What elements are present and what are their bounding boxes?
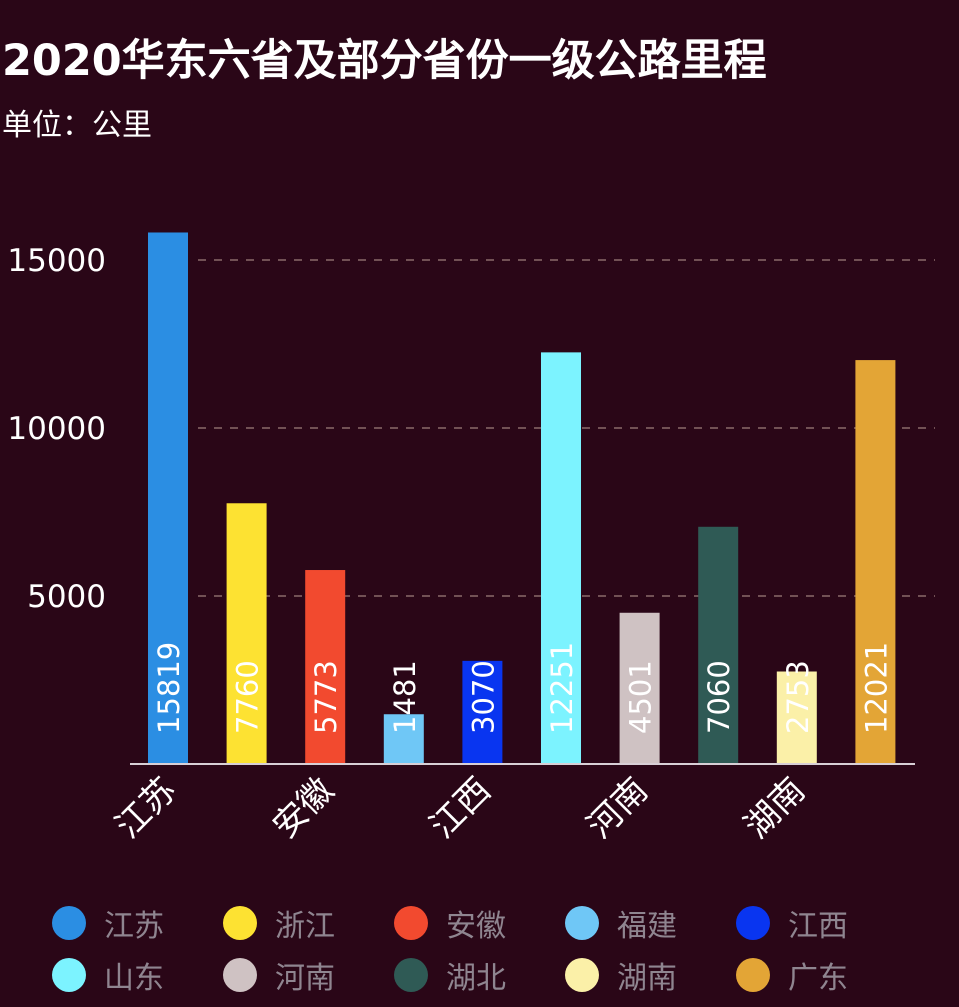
legend-swatch [223,906,257,940]
legend-label: 江西 [788,909,848,944]
chart-title: 2020华东六省及部分省份一级公路里程 [2,36,767,86]
data-label: 3070 [466,660,500,734]
x-tick-label: 江西 [422,770,498,846]
y-tick-label: 10000 [7,411,106,447]
legend-item[interactable]: 山东 [40,953,211,997]
legend-label: 江苏 [104,909,164,944]
legend-item[interactable]: 广东 [724,953,895,997]
x-tick-label: 河南 [580,770,656,846]
legend-label: 浙江 [275,909,335,944]
bar [776,671,817,764]
legend-item[interactable]: 河南 [211,953,382,997]
bar [226,503,267,764]
unit-label: 单位：公里 [2,108,152,143]
legend-swatch [223,958,257,992]
bar [462,660,503,764]
x-tick-label: 安徽 [265,770,341,846]
x-tick-label: 湖南 [737,770,813,846]
legend-swatch [52,958,86,992]
bar [698,526,739,764]
legend-item[interactable]: 福建 [553,901,724,945]
data-label: 7060 [702,660,736,734]
legend-item[interactable]: 浙江 [211,901,382,945]
legend-label: 河南 [275,961,335,996]
data-label: 2753 [781,660,815,734]
bar [541,352,581,764]
bar-chart: 5000 10000 15000 15819 江苏 7760 5773 安徽 1481 3070 江… [7,232,935,846]
bar [619,612,660,764]
y-tick-label: 15000 [7,243,106,279]
legend-label: 安徽 [446,909,506,944]
legend-item[interactable]: 安徽 [382,901,553,945]
data-label: 12021 [859,642,893,734]
legend-swatch [736,906,770,940]
legend-item[interactable]: 江苏 [40,901,211,945]
data-label: 1481 [388,660,422,734]
legend-swatch [394,958,428,992]
legend-row: 山东 河南 湖北 湖南 广东 [40,949,940,1001]
legend-swatch [736,958,770,992]
data-label: 4501 [624,660,658,734]
data-label: 15819 [152,642,186,734]
legend-item[interactable]: 湖南 [553,953,724,997]
bar [305,570,346,764]
bar [855,360,896,764]
data-label: 12251 [545,642,579,734]
legend-label: 湖北 [446,961,506,996]
legend-item[interactable]: 江西 [724,901,895,945]
legend-item[interactable]: 湖北 [382,953,553,997]
data-label: 5773 [309,660,343,734]
legend-label: 湖南 [617,961,677,996]
legend-swatch [565,958,599,992]
legend-row: 江苏 浙江 安徽 福建 江西 [40,897,940,949]
x-tick-label: 江苏 [108,770,184,846]
bar [383,714,424,764]
y-tick-label: 5000 [27,579,106,615]
legend-label: 福建 [617,909,677,944]
legend-label: 广东 [788,961,848,996]
legend-swatch [565,906,599,940]
legend: 江苏 浙江 安徽 福建 江西 山东 河南 湖北 湖南 广东 [40,897,940,1001]
bar [148,232,188,765]
data-label: 7760 [231,660,265,734]
legend-label: 山东 [104,961,164,996]
legend-swatch [52,906,86,940]
legend-swatch [394,906,428,940]
